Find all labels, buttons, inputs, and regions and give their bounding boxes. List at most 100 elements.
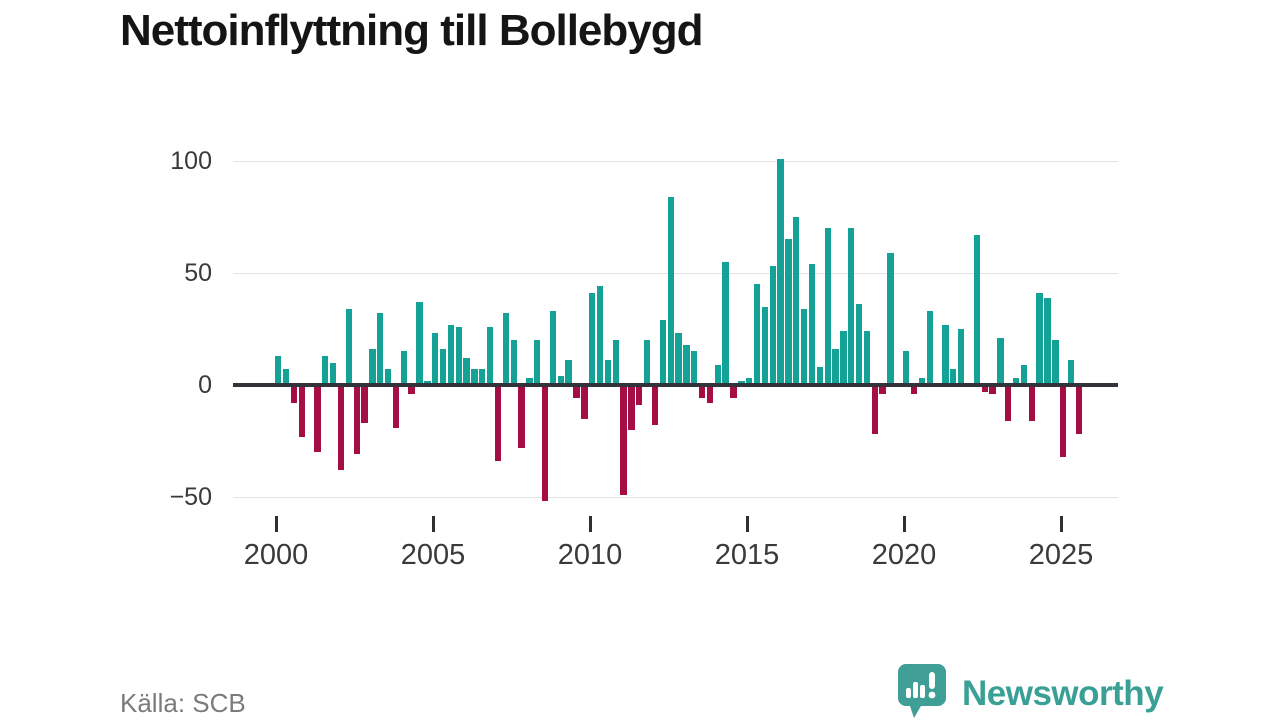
bar-2015-q2 [753,284,761,385]
x-axis-label-2025: 2025 [1028,539,1094,571]
bar-2013-q2 [691,351,698,385]
bar-2019-q3 [887,252,894,385]
bar-2010-q1 [589,293,596,385]
bar-2015-q4 [769,266,776,385]
bar-2007-q2 [502,313,510,385]
bar-2016-q3 [793,217,800,385]
bar-2004-q3 [416,302,423,385]
newsworthy-logo: Newsworthy [896,662,1164,720]
bar-2025-q1 [1060,385,1067,457]
y-axis-label--50: −50 [169,483,212,511]
bar-2008-q4 [549,311,557,385]
x-axis-label-2020: 2020 [871,539,937,571]
bar-2016-q4 [800,308,808,385]
bar-2017-q3 [824,228,831,385]
bar-2004-q4 [424,380,431,385]
chart-title: Nettoinflyttning till Bollebygd [120,6,703,55]
bar-2013-q4 [706,385,714,403]
x-axis-label-2015: 2015 [714,539,780,571]
bar-2023-q2 [1005,385,1012,421]
bar-2012-q3 [667,196,674,385]
bar-2009-q2 [565,360,572,385]
bar-2002-q4 [361,385,368,424]
bar-2011-q3 [636,385,643,406]
bar-2016-q1 [777,158,784,385]
bar-2014-q3 [730,385,737,399]
bar-2022-q3 [981,385,988,392]
bar-2000-q3 [290,385,298,403]
bar-2007-q4 [518,385,525,448]
bar-2016-q2 [785,239,792,385]
x-axis-label-2010: 2010 [557,539,623,571]
bar-2017-q1 [808,264,816,385]
bar-2019-q1 [871,385,878,435]
y-axis-label-50: 50 [184,259,212,287]
bar-2012-q4 [675,333,682,385]
bar-2006-q3 [479,369,486,385]
x-axis-zero-line [233,383,1118,387]
bar-2024-q1 [1028,385,1035,421]
bar-2022-q2 [973,234,981,385]
x-axis-tick-2005 [432,516,435,532]
y-axis-label-0: 0 [198,371,212,399]
bar-2017-q2 [816,367,824,385]
bar-2021-q3 [950,369,957,385]
bar-2024-q2 [1036,293,1043,385]
bar-2012-q2 [659,320,667,385]
newsworthy-speech-bubble-chart-icon [896,662,948,720]
bar-2025-q2 [1067,360,1075,385]
bar-2023-q1 [997,337,1004,385]
bar-2013-q1 [683,344,690,385]
bar-2004-q1 [400,351,407,385]
bar-2018-q1 [840,331,847,385]
bar-2005-q2 [439,349,447,385]
bar-2004-q2 [408,385,415,394]
bar-2003-q3 [384,369,392,385]
bar-2005-q3 [447,324,455,385]
bar-2018-q4 [863,331,871,385]
bar-2018-q3 [855,304,863,385]
bar-2000-q1 [275,355,282,385]
bar-2003-q1 [369,349,376,385]
bar-2002-q2 [345,308,353,385]
bar-2011-q2 [628,385,635,430]
bar-2007-q1 [494,385,502,462]
bar-2014-q4 [738,380,745,385]
bar-2009-q3 [573,385,580,399]
bar-2015-q3 [761,306,769,385]
bar-2020-q1 [903,351,910,385]
bar-2001-q2 [314,385,321,453]
bar-2017-q4 [832,349,839,385]
bar-2005-q1 [432,333,439,385]
bar-2025-q3 [1075,385,1083,435]
bar-2003-q4 [392,385,400,428]
bar-2020-q4 [926,311,933,385]
bar-2020-q2 [910,385,918,394]
x-axis-tick-2000 [275,516,278,532]
bar-2021-q2 [942,324,949,385]
bar-2015-q1 [746,378,753,385]
bar-2010-q2 [596,286,604,385]
bar-2007-q3 [510,340,517,385]
bar-2011-q1 [620,385,627,495]
newsworthy-brand-text: Newsworthy [962,673,1164,713]
bar-2008-q1 [526,378,533,385]
bar-2006-q1 [463,358,470,385]
bar-2010-q3 [604,360,612,385]
bar-2022-q4 [989,385,996,394]
bar-2008-q2 [534,340,541,385]
bar-2012-q1 [651,385,659,426]
bar-2002-q3 [353,385,360,455]
bar-2005-q4 [455,326,462,385]
bar-2014-q2 [722,261,729,385]
bar-2000-q4 [298,385,305,437]
bar-2009-q4 [581,385,588,419]
bar-2006-q2 [471,369,478,385]
gridline-y--50 [233,497,1118,498]
x-axis-label-2005: 2005 [400,539,466,571]
source-label: Källa: SCB [120,688,246,718]
y-axis-label-100: 100 [170,147,212,175]
x-axis-tick-2010 [589,516,592,532]
x-axis-tick-2025 [1060,516,1063,532]
